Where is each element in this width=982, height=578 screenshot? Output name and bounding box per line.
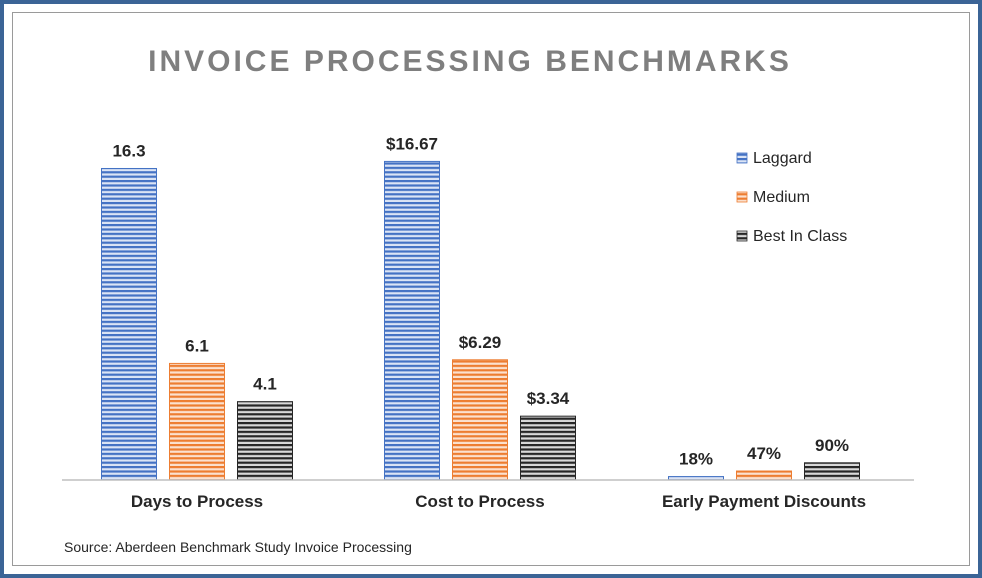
category-label: Cost to Process	[415, 492, 544, 511]
data-label: 6.1	[185, 336, 209, 355]
legend-swatch	[736, 191, 748, 203]
bar-laggard-1	[101, 167, 157, 481]
bar-chart: INVOICE PROCESSING BENCHMARKS 16.3 6.1 4.1…	[62, 45, 914, 555]
data-label: 47%	[747, 444, 781, 463]
category-label: Early Payment Discounts	[662, 492, 866, 511]
legend-swatch	[736, 152, 748, 164]
data-label: 4.1	[253, 375, 277, 394]
bar-medium-3	[736, 470, 792, 481]
data-label: 90%	[815, 436, 849, 455]
legend-label: Laggard	[753, 150, 812, 167]
legend-swatch	[736, 230, 748, 242]
bar-medium-2	[452, 359, 508, 481]
legend-label: Medium	[753, 189, 810, 206]
bar-best-in-class-3	[804, 462, 860, 481]
legend-label: Best In Class	[753, 228, 847, 245]
source-note: Source: Aberdeen Benchmark Study Invoice…	[64, 539, 412, 555]
category-label: Days to Process	[131, 492, 263, 511]
bars-group: 16.3 6.1 4.1 $16.67 $6.29 $3.34 18% 47% 90%	[101, 134, 860, 481]
bar-best-in-class-1	[237, 401, 293, 481]
category-labels: Days to Process Cost to Process Early Paym…	[131, 492, 866, 511]
chart-title: INVOICE PROCESSING BENCHMARKS	[148, 45, 792, 78]
chart-inner-border	[12, 12, 970, 566]
data-label: $16.67	[386, 134, 438, 153]
bar-best-in-class-2	[520, 415, 576, 481]
legend: Laggard Medium Best In Class	[736, 150, 847, 245]
data-label: $6.29	[459, 333, 502, 352]
bar-laggard-2	[384, 160, 440, 481]
bar-medium-1	[169, 362, 225, 481]
data-label: 16.3	[112, 141, 145, 160]
data-label: $3.34	[527, 389, 570, 408]
data-label: 18%	[679, 450, 713, 469]
